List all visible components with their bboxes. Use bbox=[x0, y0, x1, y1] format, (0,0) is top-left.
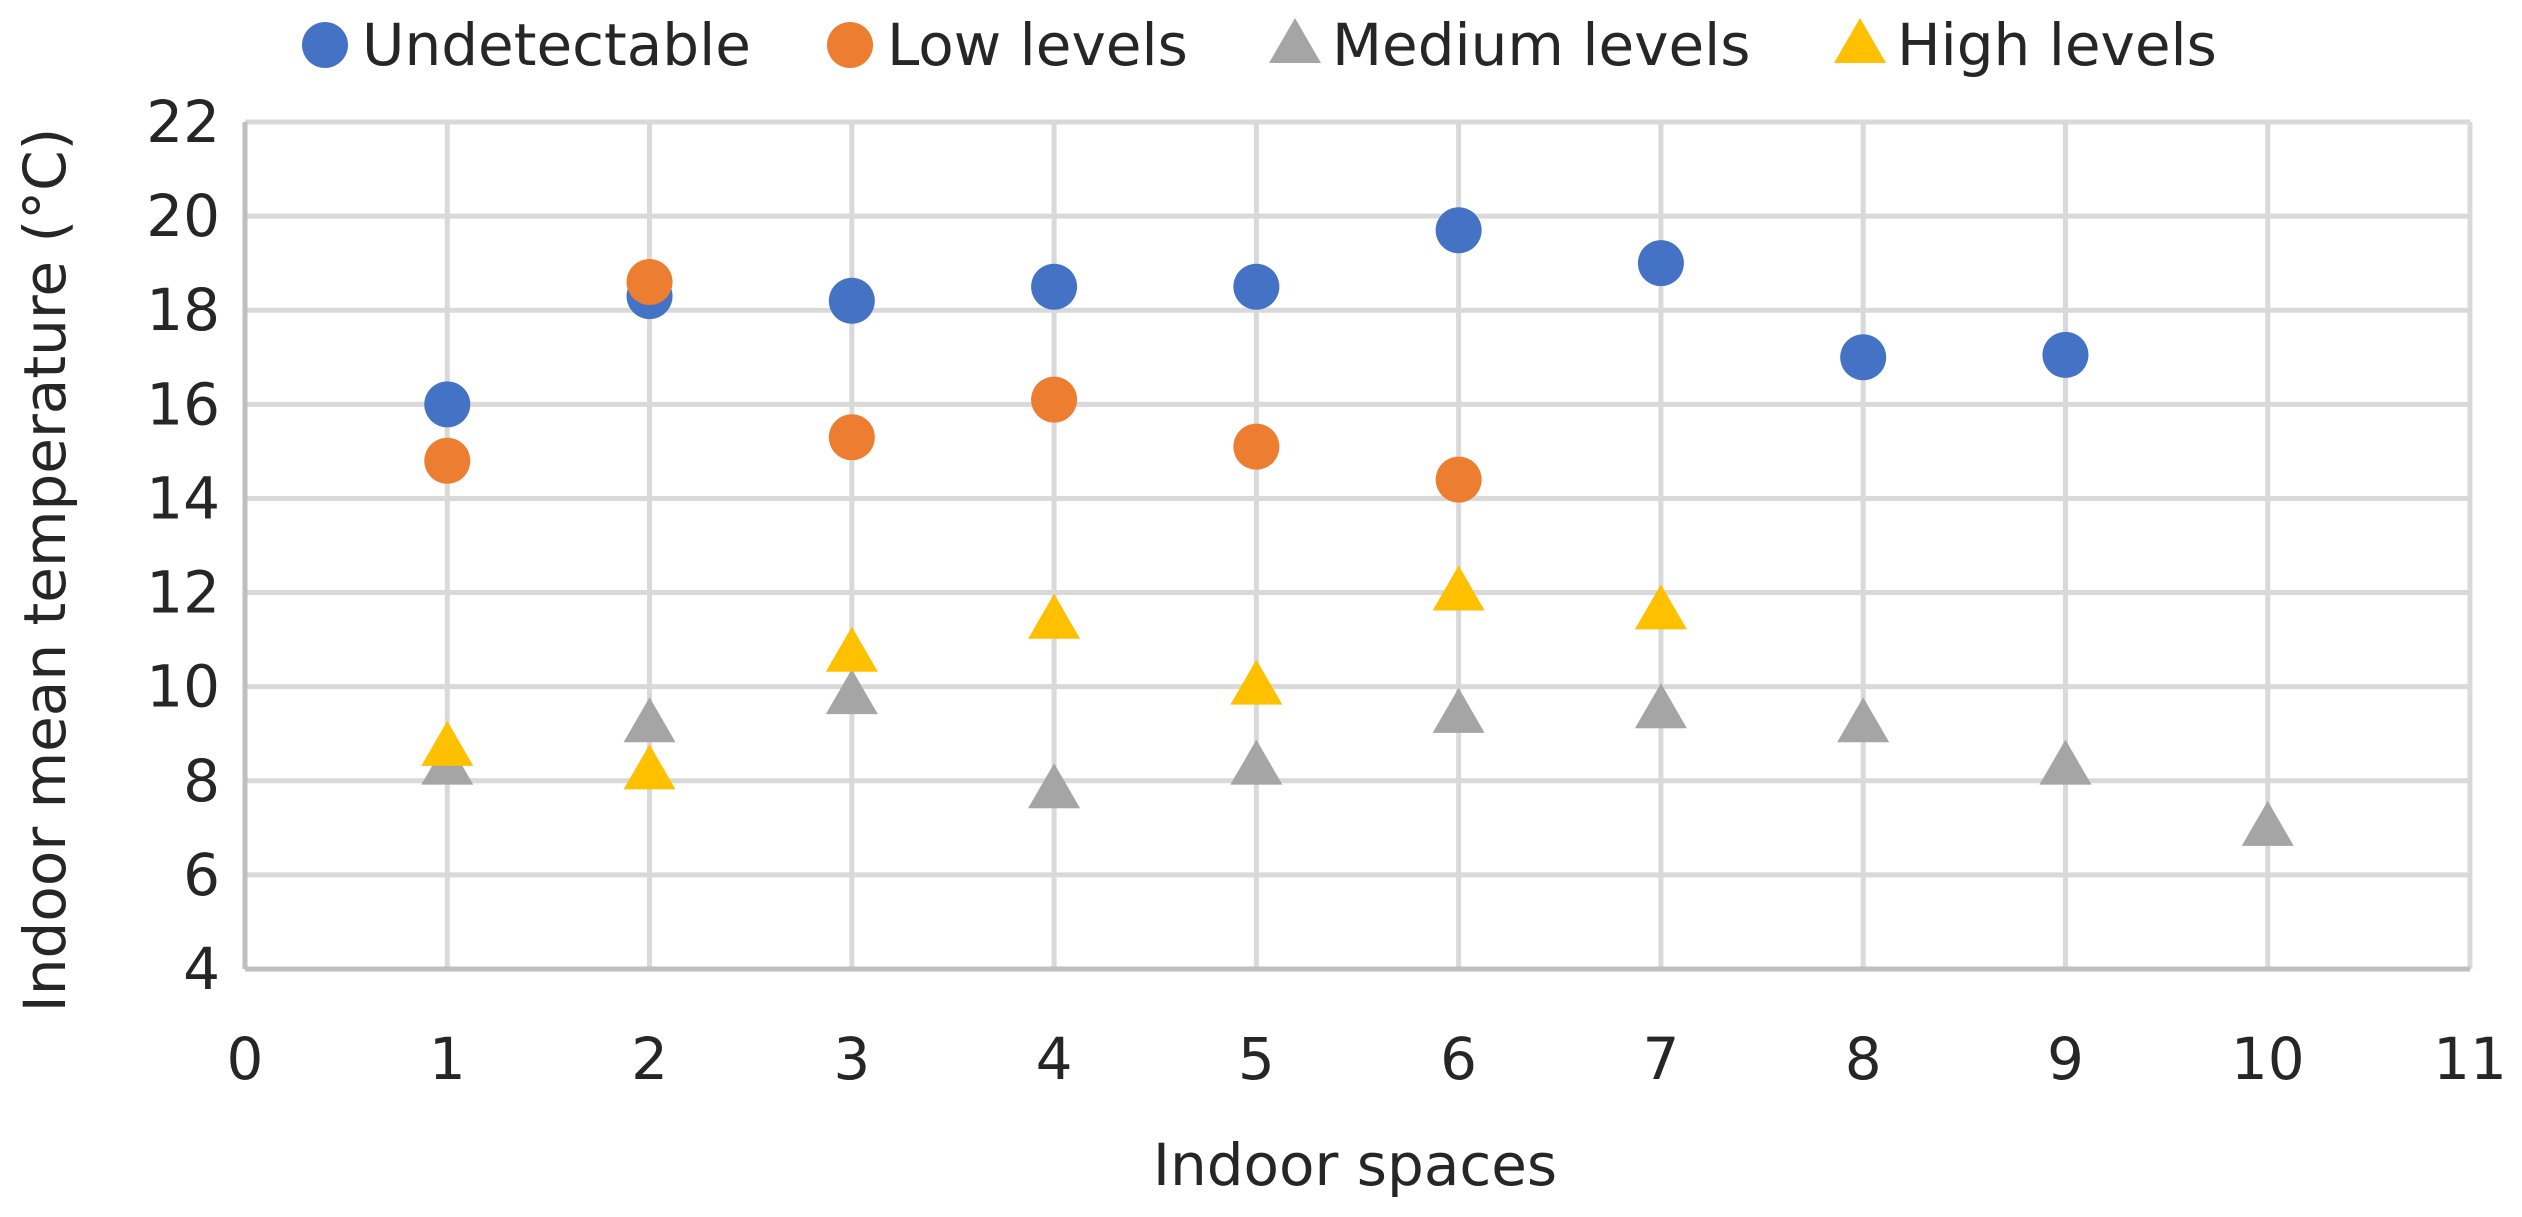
point-medium-levels bbox=[1432, 687, 1485, 733]
data-points bbox=[421, 207, 2294, 846]
point-undetectable bbox=[1031, 263, 1078, 310]
point-medium-levels bbox=[1634, 683, 1687, 729]
x-tick-label: 10 bbox=[2231, 1025, 2305, 1093]
y-tick-label: 10 bbox=[146, 653, 220, 721]
y-tick-label: 12 bbox=[146, 559, 220, 627]
legend-label-medium-levels: Medium levels bbox=[1332, 11, 1751, 79]
x-tick-label: 11 bbox=[2433, 1025, 2507, 1093]
legend-label-low-levels: Low levels bbox=[887, 11, 1188, 79]
point-medium-levels bbox=[623, 697, 676, 743]
x-tick-label: 9 bbox=[2047, 1025, 2084, 1093]
point-medium-levels bbox=[1230, 739, 1283, 785]
point-undetectable bbox=[2042, 331, 2089, 378]
legend-marker-undetectable bbox=[302, 22, 348, 68]
legend-label-undetectable: Undetectable bbox=[362, 11, 751, 79]
point-high-levels bbox=[1028, 593, 1081, 639]
point-low-levels bbox=[1435, 456, 1482, 503]
legend-marker-low-levels bbox=[827, 22, 873, 68]
axes bbox=[242, 122, 2470, 972]
point-medium-levels bbox=[2241, 800, 2294, 846]
point-high-levels bbox=[1634, 584, 1687, 630]
point-low-levels bbox=[1031, 376, 1078, 423]
y-tick-label: 22 bbox=[146, 88, 220, 156]
point-high-levels bbox=[825, 626, 878, 672]
y-tick-label: 20 bbox=[146, 182, 220, 250]
point-low-levels bbox=[1233, 423, 1280, 470]
point-low-levels bbox=[828, 414, 875, 461]
point-undetectable bbox=[828, 277, 875, 324]
point-medium-levels bbox=[825, 669, 878, 715]
point-undetectable bbox=[1233, 263, 1280, 310]
x-tick-label: 3 bbox=[833, 1025, 870, 1093]
y-tick-label: 4 bbox=[183, 935, 220, 1003]
x-tick-label: 4 bbox=[1036, 1025, 1073, 1093]
y-axis-title: Indoor mean temperature (°C) bbox=[11, 128, 79, 1013]
point-undetectable bbox=[424, 381, 471, 428]
point-medium-levels bbox=[2039, 739, 2092, 785]
grid bbox=[245, 119, 2473, 969]
legend-label-high-levels: High levels bbox=[1897, 11, 2217, 79]
point-undetectable bbox=[1840, 334, 1887, 381]
x-tick-label: 6 bbox=[1440, 1025, 1477, 1093]
point-low-levels bbox=[626, 258, 673, 305]
point-undetectable bbox=[1637, 240, 1684, 287]
x-tick-label: 1 bbox=[429, 1025, 466, 1093]
y-tick-label: 18 bbox=[146, 276, 220, 344]
point-high-levels bbox=[1230, 659, 1283, 705]
y-tick-label: 6 bbox=[183, 841, 220, 909]
point-undetectable bbox=[1435, 207, 1482, 254]
y-tick-label: 14 bbox=[146, 464, 220, 532]
point-medium-levels bbox=[1837, 697, 1890, 743]
legend-marker-high-levels bbox=[1834, 18, 1886, 63]
point-low-levels bbox=[424, 437, 471, 484]
point-high-levels bbox=[623, 744, 676, 790]
point-high-levels bbox=[1432, 565, 1485, 611]
x-tick-label: 0 bbox=[227, 1025, 264, 1093]
legend-marker-medium-levels bbox=[1269, 18, 1321, 63]
x-tick-label: 2 bbox=[631, 1025, 668, 1093]
legend: Undetectable Low levels Medium levels High … bbox=[302, 11, 2217, 79]
point-high-levels bbox=[421, 720, 474, 766]
x-axis-title: Indoor spaces bbox=[1153, 1131, 1557, 1199]
x-tick-label: 5 bbox=[1238, 1025, 1275, 1093]
x-tick-label: 8 bbox=[1845, 1025, 1882, 1093]
y-tick-label: 16 bbox=[146, 370, 220, 438]
y-tick-label: 8 bbox=[183, 747, 220, 815]
x-tick-label: 7 bbox=[1642, 1025, 1679, 1093]
point-medium-levels bbox=[1028, 763, 1081, 809]
